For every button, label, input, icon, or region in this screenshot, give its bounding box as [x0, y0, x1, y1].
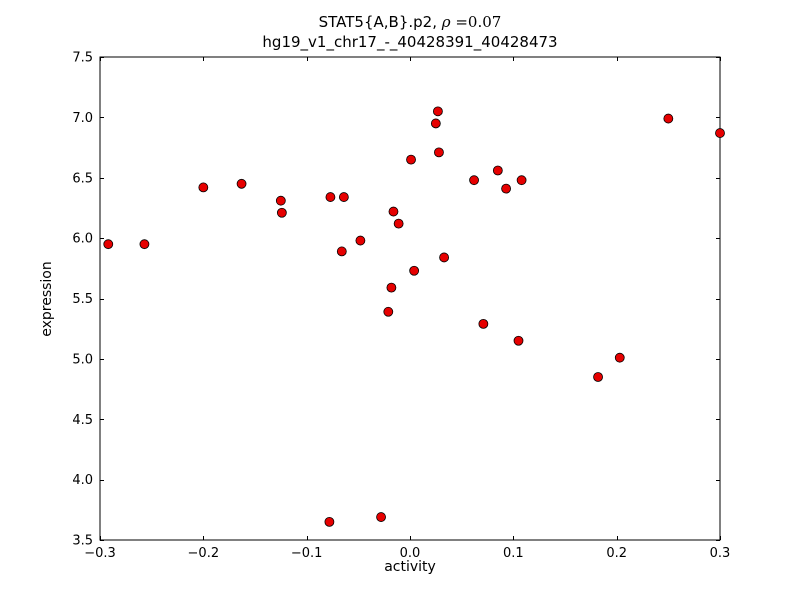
chart-title-line1: STAT5{A,B}.p2, ρ =0.07 [100, 13, 720, 31]
chart-title-line2: hg19_v1_chr17_-_40428391_40428473 [262, 33, 558, 51]
data-point [715, 128, 725, 138]
x-tick-label: 0.1 [503, 546, 524, 561]
data-point [393, 218, 404, 229]
data-point [406, 154, 416, 165]
data-point [386, 282, 397, 293]
y-axis-label: expression [39, 261, 55, 337]
x-axis-label: activity [384, 559, 436, 575]
data-point [276, 207, 287, 218]
data-point [336, 246, 347, 257]
data-point [478, 318, 489, 329]
y-tick-label: 4.0 [72, 473, 93, 488]
data-point [236, 178, 247, 189]
data-point [432, 106, 443, 117]
data-point [376, 512, 386, 522]
data-point [516, 175, 527, 186]
data-point [139, 239, 150, 250]
data-point [275, 195, 286, 206]
data-point [338, 192, 349, 202]
rho-symbol: ρ [441, 13, 451, 31]
y-tick-label: 3.5 [72, 534, 93, 549]
x-tick-label: 0.3 [710, 546, 731, 561]
data-point [198, 182, 209, 193]
y-tick-label: 6.0 [72, 232, 93, 247]
data-point [501, 183, 512, 194]
data-point [614, 352, 625, 363]
x-tick-label: −0.2 [188, 546, 220, 561]
data-point [593, 372, 603, 382]
y-tick-label: 7.5 [72, 51, 93, 66]
data-point [325, 192, 336, 202]
y-tick-label: 5.0 [72, 352, 93, 367]
data-point [663, 113, 674, 124]
data-point [469, 175, 479, 186]
x-tick-label: 0.0 [400, 546, 421, 561]
axes-frame [99, 56, 721, 541]
y-tick-label: 4.5 [72, 413, 93, 428]
data-point [103, 239, 114, 250]
data-point [492, 165, 503, 176]
y-tick-label: 7.0 [72, 111, 93, 126]
data-point [388, 206, 399, 217]
y-tick-label: 5.5 [72, 292, 93, 307]
data-point [324, 516, 335, 527]
data-point [513, 335, 524, 346]
data-point [409, 265, 420, 276]
data-point [434, 147, 444, 158]
data-point [383, 306, 394, 317]
x-tick-label: 0.2 [606, 546, 627, 561]
data-point [355, 235, 366, 246]
x-tick-label: −0.3 [84, 546, 116, 561]
data-point [430, 118, 441, 129]
data-point [439, 252, 450, 263]
y-tick-label: 6.5 [72, 171, 93, 186]
chart-title-prefix: STAT5{A,B}.p2, [318, 13, 442, 31]
rho-value: =0.07 [450, 13, 502, 31]
x-tick-label: −0.1 [291, 546, 323, 561]
